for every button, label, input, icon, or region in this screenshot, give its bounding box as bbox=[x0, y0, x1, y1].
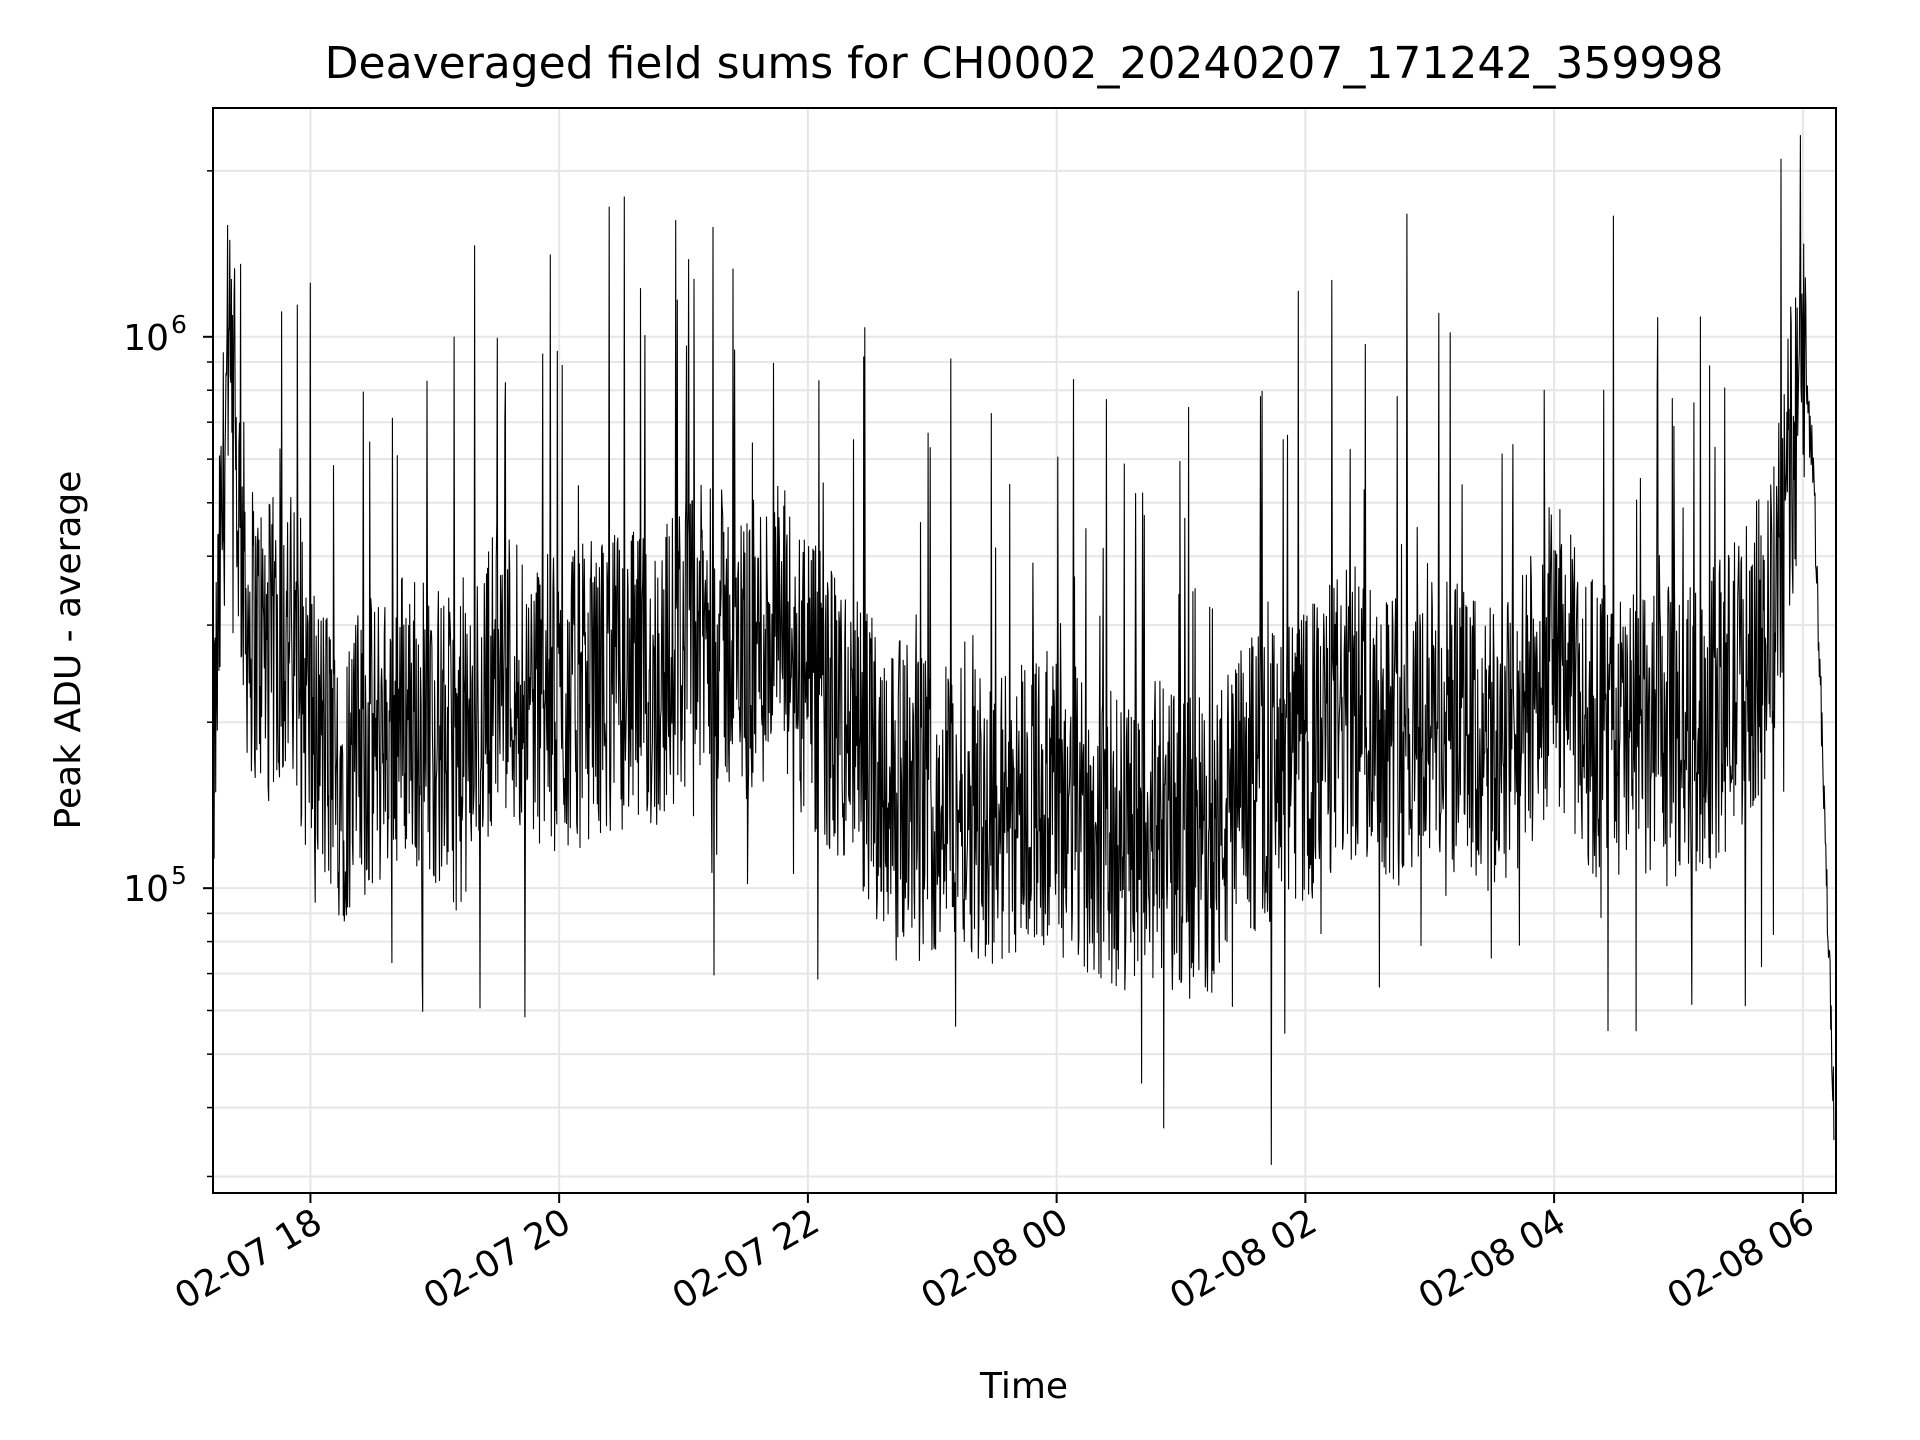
y-tick-exponent: 6 bbox=[171, 310, 187, 339]
y-tick-label: 10 bbox=[123, 869, 169, 910]
plot-frame bbox=[212, 107, 1837, 1194]
y-tick-label: 10 bbox=[123, 318, 169, 359]
x-axis-label: Time bbox=[979, 1366, 1068, 1407]
series-line bbox=[212, 134, 1835, 1166]
y-axis-label: Peak ADU - average bbox=[48, 471, 89, 830]
y-tick-exponent: 5 bbox=[171, 861, 187, 890]
series-layer bbox=[212, 134, 1835, 1166]
chart-title: Deaveraged field sums for CH0002_2024020… bbox=[325, 38, 1724, 89]
